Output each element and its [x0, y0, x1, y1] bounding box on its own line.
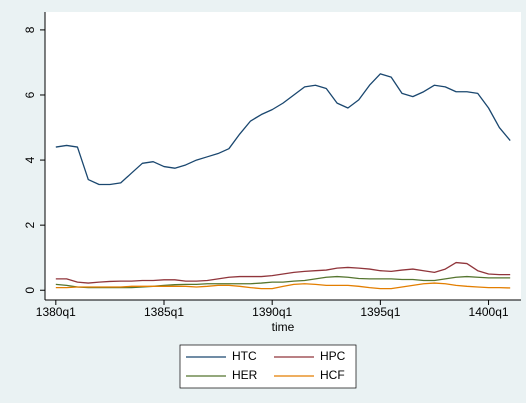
series-line — [55, 73, 511, 186]
plot-area — [45, 12, 521, 300]
y-tick-label: 2 — [23, 221, 37, 228]
series-line — [55, 275, 511, 289]
x-tick-label: 1380q1 — [36, 305, 76, 319]
legend-label: HER — [232, 368, 258, 382]
x-tick-label: 1400q1 — [469, 305, 509, 319]
y-tick-label: 8 — [23, 26, 37, 33]
x-tick-label: 1385q1 — [144, 305, 184, 319]
legend-label: HCF — [320, 368, 345, 382]
x-axis-label: time — [272, 320, 295, 334]
legend — [179, 344, 357, 389]
y-tick-label: 4 — [23, 156, 37, 163]
x-tick-label: 1390q1 — [252, 305, 292, 319]
legend-label: HPC — [320, 349, 346, 363]
y-tick-label: 0 — [23, 287, 37, 294]
legend-label: HTC — [232, 349, 257, 363]
series-line — [55, 282, 511, 290]
series-line — [55, 261, 511, 284]
x-tick-label: 1395q1 — [360, 305, 400, 319]
y-tick-label: 6 — [23, 91, 37, 98]
